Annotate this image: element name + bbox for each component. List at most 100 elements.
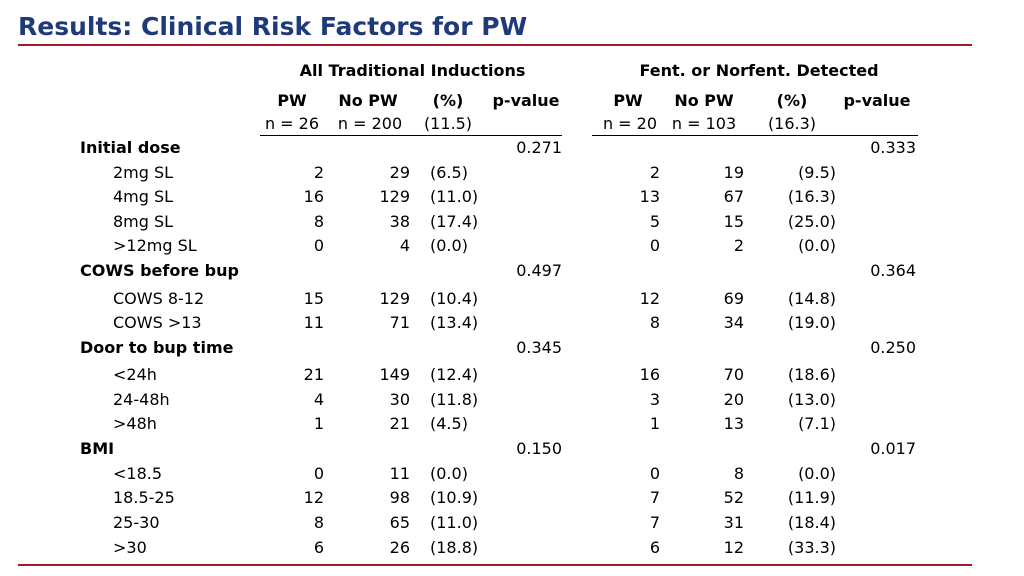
row-label: 2mg SL bbox=[113, 163, 174, 182]
cell-pw-a: 11 bbox=[303, 313, 324, 332]
cell-pw-b: 12 bbox=[639, 289, 660, 308]
col-pw-a: PW bbox=[277, 91, 307, 110]
cell-pw-b: 1 bbox=[649, 414, 660, 433]
col-nopw-b: No PW bbox=[674, 91, 734, 110]
cell-nopw-b: 2 bbox=[733, 236, 744, 255]
header-underline-b bbox=[592, 135, 918, 136]
bottom-divider bbox=[18, 564, 972, 566]
cell-pct-b: (11.9) bbox=[787, 488, 836, 507]
cell-nopw-b: 70 bbox=[723, 365, 744, 384]
col-nopw-a: No PW bbox=[338, 91, 398, 110]
row-label: 4mg SL bbox=[113, 187, 174, 206]
cell-pct-a: (0.0) bbox=[430, 236, 468, 255]
cell-pw-b: 5 bbox=[649, 212, 660, 231]
cell-pw-b: 0 bbox=[649, 236, 660, 255]
cell-pct-a: (11.0) bbox=[430, 187, 479, 206]
cell-pw-b: 6 bbox=[649, 538, 660, 557]
cell-pw-b: 16 bbox=[639, 365, 660, 384]
cell-nopw-a: 65 bbox=[389, 513, 410, 532]
cell-pct-b: (0.0) bbox=[798, 464, 836, 483]
p-value-a: 0.497 bbox=[516, 261, 562, 280]
cell-nopw-b: 12 bbox=[723, 538, 744, 557]
cell-pct-a: (18.8) bbox=[430, 538, 479, 557]
n-pw-b: n = 20 bbox=[602, 114, 658, 133]
cell-pw-a: 6 bbox=[313, 538, 324, 557]
row-label: COWS 8-12 bbox=[113, 289, 205, 308]
cell-pct-b: (16.3) bbox=[787, 187, 836, 206]
row-label: <18.5 bbox=[113, 464, 163, 483]
cell-pct-b: (0.0) bbox=[798, 236, 836, 255]
row-label: 24-48h bbox=[113, 390, 170, 409]
row-label: >48h bbox=[113, 414, 157, 433]
cell-nopw-a: 21 bbox=[389, 414, 410, 433]
cell-pct-b: (18.4) bbox=[787, 513, 836, 532]
cell-nopw-a: 98 bbox=[389, 488, 410, 507]
title-divider bbox=[18, 44, 972, 46]
cell-nopw-a: 38 bbox=[389, 212, 410, 231]
cell-pw-b: 2 bbox=[649, 163, 660, 182]
col-pw-b: PW bbox=[613, 91, 643, 110]
cell-nopw-b: 34 bbox=[723, 313, 744, 332]
row-label: >30 bbox=[113, 538, 147, 557]
cell-pct-a: (0.0) bbox=[430, 464, 468, 483]
col-pct-a: (%) bbox=[432, 91, 464, 110]
cell-nopw-b: 8 bbox=[733, 464, 744, 483]
cell-nopw-b: 15 bbox=[723, 212, 744, 231]
slide-title: Results: Clinical Risk Factors for PW bbox=[18, 12, 528, 41]
cell-nopw-b: 67 bbox=[723, 187, 744, 206]
cell-pw-b: 7 bbox=[649, 513, 660, 532]
cell-pct-a: (11.0) bbox=[430, 513, 479, 532]
cell-nopw-b: 13 bbox=[723, 414, 744, 433]
group-heading-fent: Fent. or Norfent. Detected bbox=[639, 61, 879, 80]
row-label: 18.5-25 bbox=[113, 488, 175, 507]
cell-pct-a: (17.4) bbox=[430, 212, 479, 231]
cell-nopw-a: 29 bbox=[389, 163, 410, 182]
p-value-a: 0.150 bbox=[516, 439, 562, 458]
cell-pw-a: 0 bbox=[313, 464, 324, 483]
cell-pct-b: (18.6) bbox=[787, 365, 836, 384]
cell-pw-a: 8 bbox=[313, 513, 324, 532]
cell-pw-a: 16 bbox=[303, 187, 324, 206]
cell-pct-b: (33.3) bbox=[787, 538, 836, 557]
p-value-a: 0.345 bbox=[516, 338, 562, 357]
cell-nopw-a: 129 bbox=[379, 289, 410, 308]
cell-nopw-a: 26 bbox=[389, 538, 410, 557]
cell-pct-a: (10.4) bbox=[430, 289, 479, 308]
cell-pct-b: (9.5) bbox=[798, 163, 836, 182]
p-value-b: 0.017 bbox=[870, 439, 916, 458]
header-underline-a bbox=[260, 135, 562, 136]
cell-pw-a: 8 bbox=[313, 212, 324, 231]
section-label: Initial dose bbox=[80, 138, 181, 157]
section-label: Door to bup time bbox=[80, 338, 234, 357]
cell-pct-b: (13.0) bbox=[787, 390, 836, 409]
col-pct-b: (%) bbox=[776, 91, 808, 110]
cell-nopw-a: 4 bbox=[399, 236, 410, 255]
cell-nopw-a: 149 bbox=[379, 365, 410, 384]
section-label: COWS before bup bbox=[80, 261, 239, 280]
cell-nopw-a: 129 bbox=[379, 187, 410, 206]
col-p-b: p-value bbox=[843, 91, 911, 110]
cell-pw-a: 21 bbox=[303, 365, 324, 384]
cell-nopw-a: 30 bbox=[389, 390, 410, 409]
cell-pw-b: 13 bbox=[639, 187, 660, 206]
row-label: COWS >13 bbox=[113, 313, 202, 332]
section-label: BMI bbox=[80, 439, 115, 458]
n-pw-a: n = 26 bbox=[264, 114, 320, 133]
cell-pw-a: 4 bbox=[313, 390, 324, 409]
n-nopw-b: n = 103 bbox=[671, 114, 737, 133]
cell-nopw-b: 20 bbox=[723, 390, 744, 409]
cell-pw-b: 3 bbox=[649, 390, 660, 409]
cell-nopw-b: 31 bbox=[723, 513, 744, 532]
cell-pw-a: 15 bbox=[303, 289, 324, 308]
cell-nopw-b: 69 bbox=[723, 289, 744, 308]
n-pct-b: (16.3) bbox=[767, 114, 817, 133]
col-p-a: p-value bbox=[492, 91, 560, 110]
p-value-b: 0.364 bbox=[870, 261, 916, 280]
row-label: 25-30 bbox=[113, 513, 160, 532]
cell-nopw-a: 11 bbox=[389, 464, 410, 483]
cell-pw-a: 1 bbox=[313, 414, 324, 433]
cell-pw-a: 12 bbox=[303, 488, 324, 507]
cell-pct-a: (6.5) bbox=[430, 163, 468, 182]
cell-pw-a: 0 bbox=[313, 236, 324, 255]
cell-pct-b: (19.0) bbox=[787, 313, 836, 332]
